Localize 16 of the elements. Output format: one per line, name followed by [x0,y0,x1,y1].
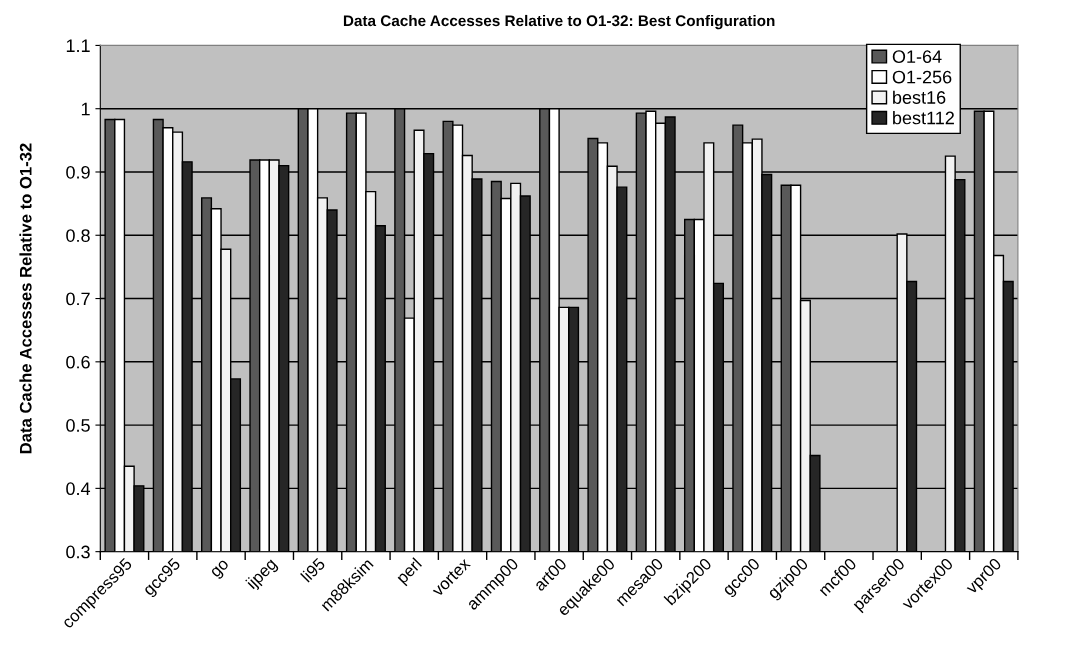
y-tick-label: 0.6 [66,355,90,369]
y-tick-label: 1.1 [66,39,90,52]
x-tick-label: go [210,559,232,581]
legend-label: O1-256 [892,70,952,84]
legend-label: best16 [893,90,946,104]
y-tick-label: 0.7 [66,292,90,306]
y-tick-label: 0.3 [66,545,90,559]
y-axis-title: Data Cache Accesses Relative to O1-32 [19,143,32,454]
y-tick-label: 1 [81,102,90,116]
y-tick-label: 0.4 [66,482,91,496]
chart-title: Data Cache Accesses Relative to O1-32: Best Configuration [343,14,775,30]
legend-label: O1-64 [892,50,942,64]
legend-label: best112 [893,111,954,125]
y-tick-label: 0.5 [66,419,90,432]
y-tick-label: 0.8 [66,229,90,242]
y-tick-label: 0.9 [66,165,90,179]
